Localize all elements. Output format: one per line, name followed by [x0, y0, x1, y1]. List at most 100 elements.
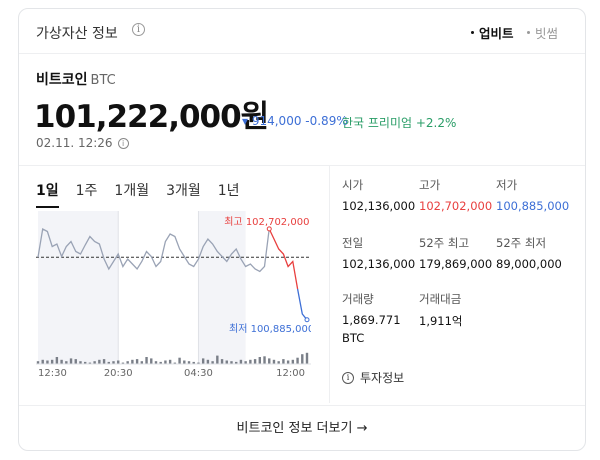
- stat-unit: BTC: [342, 331, 365, 345]
- volume-bar: [220, 359, 224, 364]
- info-icon: i: [342, 371, 354, 384]
- volume-bar: [145, 357, 148, 364]
- volume-bar: [277, 361, 280, 364]
- volume-bar: [291, 359, 295, 364]
- volume-bar: [69, 358, 73, 364]
- exchange-label-upbit: 업비트: [479, 26, 514, 41]
- volume-bar: [83, 361, 87, 364]
- stat-trade-value: 거래대금 1,911억: [419, 291, 463, 329]
- invest-info-link[interactable]: i 투자정보: [342, 369, 404, 386]
- price-chart-svg: 최고 102,702,000 최저 100,885,000 12:30 20:30 04…: [36, 211, 314, 379]
- tab-1m[interactable]: 1개월: [114, 183, 150, 199]
- divider: [19, 165, 585, 166]
- stat-label: 거래량: [342, 292, 374, 306]
- volume-bar: [79, 361, 82, 364]
- volume-bar: [154, 361, 158, 364]
- volume-bar: [107, 361, 110, 364]
- volume-bar: [55, 357, 59, 364]
- volume-bar: [150, 358, 153, 364]
- stat-label: 저가: [496, 178, 518, 192]
- volume-bar: [102, 359, 106, 364]
- stat-52w-low: 52주 최저 89,000,000: [496, 235, 562, 271]
- tab-1y[interactable]: 1년: [217, 183, 240, 199]
- price-line-low: [296, 288, 308, 321]
- chart-band: [38, 211, 119, 364]
- volume-bar: [131, 359, 134, 364]
- tab-1d[interactable]: 1일: [36, 180, 59, 208]
- volume-bar: [230, 361, 233, 364]
- stat-prev-close: 전일 102,136,000: [342, 235, 415, 271]
- high-marker: [266, 226, 272, 232]
- volume-bar: [117, 360, 120, 364]
- volume-bar: [239, 359, 243, 364]
- volume-bar: [98, 359, 101, 364]
- stat-label: 전일: [342, 236, 364, 250]
- volume-bar: [159, 361, 162, 364]
- divider: [19, 405, 585, 406]
- volume-bar: [201, 358, 205, 364]
- more-info-link[interactable]: 비트코인 정보 더보기 →: [236, 421, 368, 436]
- volume-bar: [272, 359, 276, 364]
- info-icon[interactable]: i: [132, 23, 145, 36]
- price-change: ▾ 914,000 -0.89%: [242, 114, 348, 128]
- volume-bar: [41, 359, 44, 364]
- stat-value: 102,136,000: [342, 257, 416, 271]
- vertical-divider: [329, 166, 330, 403]
- unselected-dot-icon: [527, 31, 530, 34]
- volume-bar: [301, 354, 304, 364]
- volume-bar: [263, 356, 266, 364]
- low-label: 최저 100,885,000: [229, 323, 311, 335]
- volume-bar: [50, 359, 54, 364]
- current-price: 101,222,000원: [34, 99, 269, 135]
- volume-bar: [121, 362, 125, 364]
- volume-bar: [93, 361, 96, 364]
- volume-bar: [173, 362, 177, 364]
- exchange-tab-upbit[interactable]: 업비트: [471, 23, 514, 42]
- volume-bar: [164, 360, 167, 364]
- exchange-tab-bithumb[interactable]: 빗썸: [527, 23, 558, 42]
- volume-bar: [65, 361, 68, 364]
- stat-value: 102,702,000: [419, 199, 493, 213]
- high-label: 최고 102,702,000: [224, 216, 309, 228]
- price-chart[interactable]: 최고 102,702,000 최저 100,885,000 12:30 20:30 04…: [36, 211, 314, 381]
- selected-dot-icon: [471, 31, 474, 34]
- volume-bar: [305, 352, 309, 364]
- coin-name-label: 비트코인: [36, 72, 88, 88]
- volume-bar: [74, 359, 77, 364]
- stat-label: 거래대금: [419, 292, 462, 306]
- price-timestamp: 02.11. 12:26 i: [36, 136, 129, 150]
- price-line-high: [268, 228, 299, 290]
- volume-bar: [216, 355, 219, 364]
- volume-bar: [178, 357, 181, 364]
- x-tick-label: 04:30: [184, 368, 213, 379]
- stat-high: 고가 102,702,000: [419, 177, 492, 213]
- volume-bar: [286, 360, 290, 364]
- stat-value: 179,869,000: [419, 257, 493, 271]
- x-tick-label: 20:30: [104, 368, 133, 379]
- volume-bar: [36, 361, 40, 364]
- tab-1w[interactable]: 1주: [75, 183, 98, 199]
- tab-3m[interactable]: 3개월: [166, 183, 201, 199]
- stat-value: 102,136,000: [342, 199, 416, 213]
- volume-bar: [126, 361, 129, 364]
- volume-bar: [225, 360, 228, 364]
- volume-bar: [258, 357, 262, 364]
- coin-name: 비트코인 BTC: [36, 69, 116, 89]
- divider: [19, 53, 585, 54]
- stat-value: 89,000,000: [496, 257, 562, 271]
- stat-low: 저가 100,885,000: [496, 177, 569, 213]
- stat-label: 52주 최고: [419, 236, 470, 250]
- stat-label: 고가: [419, 178, 441, 192]
- volume-bar: [244, 361, 247, 364]
- volume-bar: [211, 361, 214, 364]
- crypto-info-card: 가상자산 정보 i 업비트 빗썸 비트코인 BTC 101,222,000원 ▾ …: [18, 8, 586, 451]
- volume-bar: [235, 361, 238, 364]
- stat-label: 52주 최저: [496, 236, 547, 250]
- volume-bar: [187, 361, 191, 364]
- info-icon[interactable]: i: [117, 137, 129, 149]
- volume-bar: [183, 360, 186, 364]
- volume-bar: [140, 361, 144, 364]
- volume-bar: [192, 361, 195, 364]
- volume-bar: [253, 359, 257, 364]
- stat-open: 시가 102,136,000: [342, 177, 415, 213]
